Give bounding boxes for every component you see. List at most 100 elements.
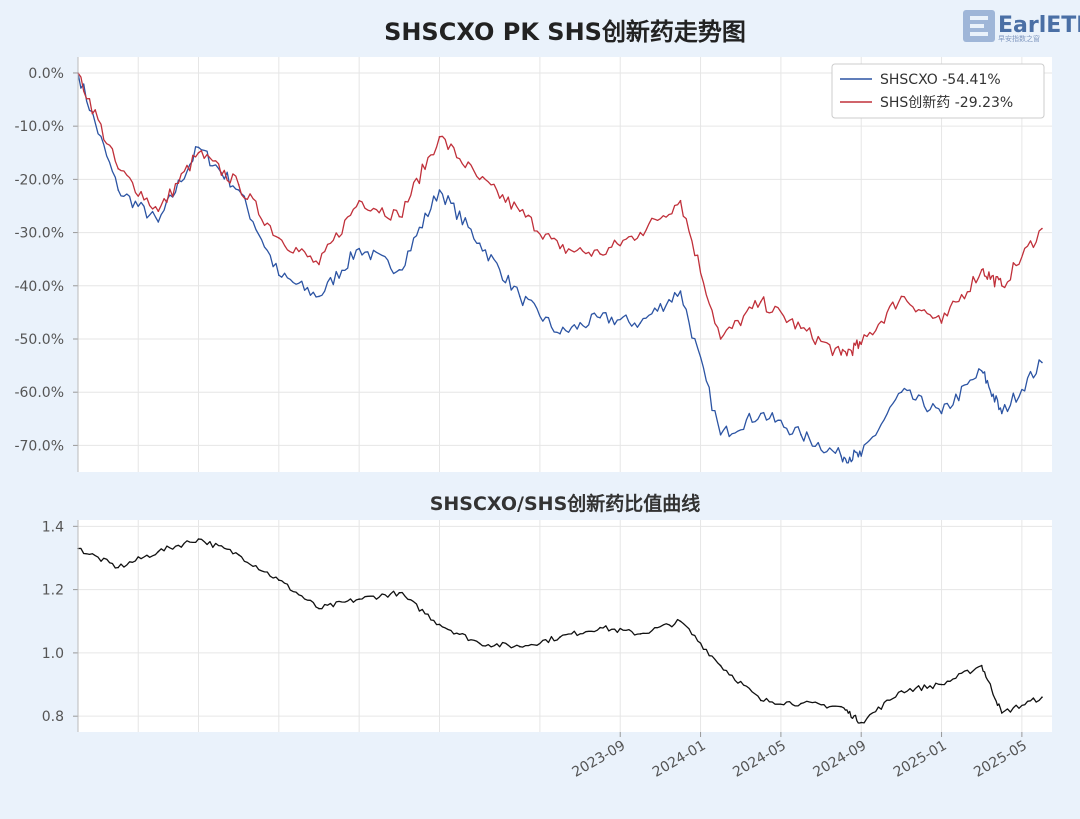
series-point (398, 269, 401, 271)
y-tick-label: -70.0% (14, 438, 64, 454)
y-tick-label: 1.2 (42, 583, 64, 599)
series-line-0 (77, 72, 1043, 464)
x-tick-label: 2025-01 (891, 738, 950, 781)
series-point (398, 215, 401, 218)
series-point (860, 455, 862, 457)
series-point (157, 210, 160, 213)
series-point (278, 274, 280, 276)
series-point (679, 199, 682, 202)
series-point (599, 626, 601, 629)
series-point (1001, 712, 1003, 714)
series-point (157, 221, 160, 223)
series-point (519, 295, 521, 298)
x-axis-tick-labels: 2023-09 2024-01 2024-05 2024-09 2025-01 2025-… (570, 732, 1030, 781)
series-point (900, 690, 903, 692)
series-point (980, 269, 983, 271)
series-point (237, 183, 240, 186)
series-point (980, 664, 983, 667)
series-point (358, 199, 361, 202)
series-point (278, 237, 280, 239)
series-point (719, 664, 722, 667)
logo-subtext: 早安指数之窗 (998, 34, 1040, 43)
series-point (157, 550, 160, 553)
y-tick-label: 1.0 (42, 646, 64, 662)
series-point (237, 189, 240, 191)
legend-box (831, 63, 1045, 119)
series-point (197, 538, 200, 540)
x-tick-label: 2024-05 (730, 738, 789, 781)
series-point (800, 702, 802, 705)
y-tick-label: 0.8 (42, 709, 64, 725)
series-point (478, 242, 481, 244)
series-point (519, 210, 521, 213)
ratio-plot-background (78, 520, 1052, 732)
series-point (358, 598, 361, 600)
series-point (800, 327, 802, 330)
series-point (237, 554, 240, 556)
series-point (599, 316, 601, 319)
legend-label-shs-innovative-drug: SHS创新药 -29.23% (880, 95, 1013, 111)
x-tick-label: 2025-05 (971, 738, 1030, 781)
y-tick-label: -10.0% (14, 119, 64, 135)
series-point (760, 300, 762, 303)
series-point (1001, 412, 1003, 415)
chart-title: SHSCXO PK SHS创新药走势图 (384, 18, 746, 46)
series-point (679, 290, 682, 292)
series-point (197, 146, 200, 149)
series-point (1041, 361, 1043, 364)
series-point (900, 295, 903, 298)
x-tick-label: 2024-09 (811, 738, 870, 781)
series-line-1 (77, 72, 1043, 357)
series-point (860, 343, 862, 346)
series-point (599, 253, 601, 255)
series-point (940, 412, 943, 415)
main-series-lines (77, 72, 1043, 464)
ratio-gridlines (78, 520, 1052, 732)
series-point (117, 189, 119, 191)
main-y-axis: 0.0% -10.0% -20.0% -30.0% -40.0% -50.0% -60.0%… (14, 66, 78, 454)
series-point (519, 645, 521, 648)
series-point (318, 607, 320, 610)
legend: SHSCXO -54.41% SHS创新药 -29.23% (831, 63, 1045, 119)
series-point (398, 592, 401, 594)
y-tick-label: -20.0% (14, 172, 64, 188)
main-plot-area: 0.0% -10.0% -20.0% -30.0% -40.0% -50.0% -60.0%… (14, 57, 1052, 472)
series-point (860, 721, 862, 724)
series-point (478, 642, 481, 645)
series-point (438, 136, 441, 138)
series-point (940, 322, 943, 324)
series-point (900, 391, 903, 394)
logo-text: EarlETF (998, 13, 1080, 38)
y-tick-label: 0.0% (28, 66, 64, 82)
series-point (1041, 696, 1043, 698)
series-point (1041, 227, 1043, 230)
earletf-logo: EarlETF 早安指数之窗 (963, 10, 1080, 43)
series-point (980, 370, 983, 372)
series-point (840, 354, 842, 356)
y-tick-label: -50.0% (14, 332, 64, 348)
series-point (639, 322, 642, 324)
ratio-plot-area: 1.4 1.2 1.0 0.8 (42, 519, 1052, 732)
y-tick-label: 1.4 (42, 519, 64, 535)
series-point (278, 579, 280, 581)
series-point (117, 566, 119, 569)
x-tick-label: 2023-09 (570, 738, 629, 781)
series-point (719, 434, 722, 436)
ratio-chart-title: SHSCXO/SHS创新药比值曲线 (430, 492, 701, 515)
series-point (559, 636, 561, 638)
series-point (559, 247, 561, 250)
series-point (639, 231, 642, 234)
series-line-0 (77, 538, 1043, 724)
series-point (318, 295, 320, 298)
y-tick-label: -40.0% (14, 279, 64, 295)
series-point (438, 623, 441, 626)
series-point (1001, 285, 1003, 287)
series-point (438, 189, 441, 191)
series-point (840, 455, 842, 457)
legend-label-shscxo: SHSCXO -54.41% (880, 72, 1001, 88)
series-point (639, 633, 642, 635)
series-point (940, 683, 943, 686)
series-point (760, 699, 762, 702)
series-point (679, 620, 682, 623)
